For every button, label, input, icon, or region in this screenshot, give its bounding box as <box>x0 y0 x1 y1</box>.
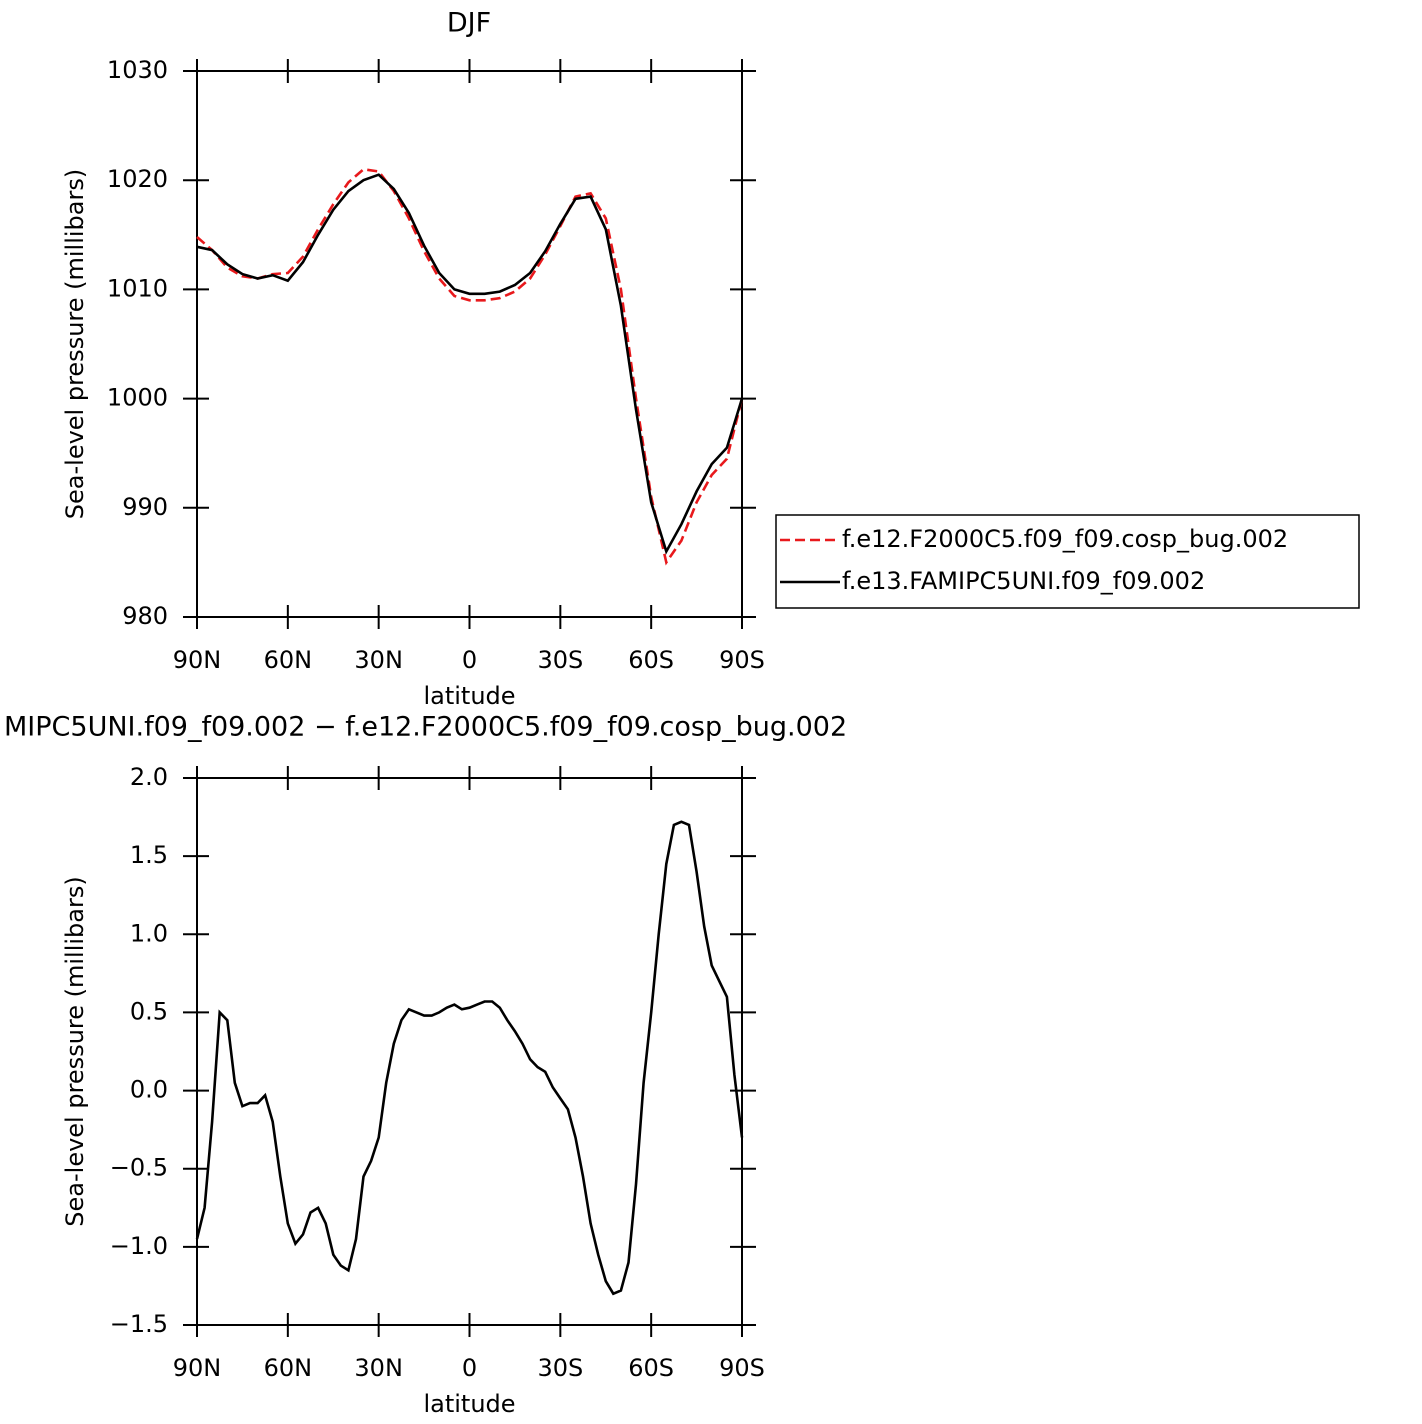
y-tick-label: −0.5 <box>110 1154 168 1182</box>
x-tick-label: 30N <box>354 646 403 674</box>
chart-title: DJF <box>447 8 491 39</box>
y-tick-label: 1020 <box>107 165 168 193</box>
x-tick-label: 60S <box>628 646 674 674</box>
x-tick-label: 0 <box>462 1354 477 1382</box>
data-line <box>196 167 744 566</box>
legend-box <box>775 514 1360 609</box>
y-tick-label: 1000 <box>107 384 168 412</box>
chart-title: MIPC5UNI.f09_f09.002 − f.e12.F2000C5.f09… <box>4 712 847 743</box>
plot-frame <box>196 777 743 1326</box>
y-tick-label: 0.5 <box>130 997 168 1025</box>
y-axis-label: Sea-level pressure (millibars) <box>61 876 89 1226</box>
x-tick-label: 0 <box>462 646 477 674</box>
legend-label: f.e13.FAMIPC5UNI.f09_f09.002 <box>842 567 1205 595</box>
x-tick-label: 90S <box>719 1354 765 1382</box>
y-tick-label: 2.0 <box>130 763 168 791</box>
y-tick-label: 1030 <box>107 56 168 84</box>
data-line <box>196 173 744 555</box>
x-axis-label: latitude <box>423 1390 515 1418</box>
x-tick-label: 60N <box>264 1354 313 1382</box>
x-tick-label: 90S <box>719 646 765 674</box>
y-tick-label: 1010 <box>107 274 168 302</box>
y-tick-label: 1.5 <box>130 841 168 869</box>
x-tick-label: 30S <box>537 1354 583 1382</box>
x-tick-label: 60S <box>628 1354 674 1382</box>
x-tick-label: 30S <box>537 646 583 674</box>
plot-frame <box>196 70 743 618</box>
x-tick-label: 60N <box>264 646 313 674</box>
x-tick-label: 90N <box>173 646 222 674</box>
y-tick-label: 990 <box>122 493 168 521</box>
y-tick-label: −1.5 <box>110 1310 168 1338</box>
data-line <box>195 820 744 1296</box>
legend-label: f.e12.F2000C5.f09_f09.cosp_bug.002 <box>842 525 1288 553</box>
y-tick-label: −1.0 <box>110 1232 168 1260</box>
x-axis-label: latitude <box>423 682 515 710</box>
y-tick-label: 0.0 <box>130 1076 168 1104</box>
x-tick-label: 30N <box>354 1354 403 1382</box>
x-tick-label: 90N <box>173 1354 222 1382</box>
y-axis-label: Sea-level pressure (millibars) <box>61 169 89 519</box>
y-tick-label: 1.0 <box>130 919 168 947</box>
y-tick-label: 980 <box>122 602 168 630</box>
